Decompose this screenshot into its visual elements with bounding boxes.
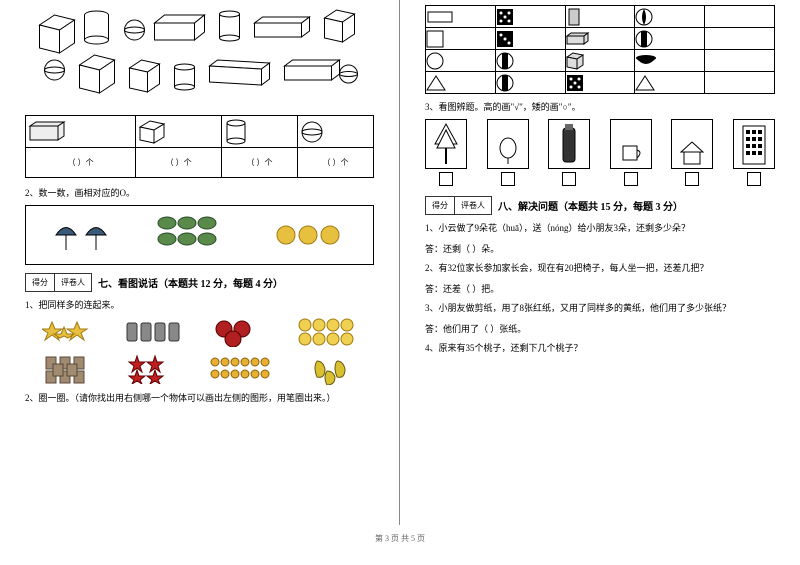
- check-2[interactable]: [501, 172, 515, 186]
- problem-2: 2、有32位家长参加家长会，现在有20把椅子，每人坐一把，还差几把？: [425, 261, 775, 274]
- left-column: （ ）个 （ ）个 （ ）个 （ ）个 2、数一数，画相对应的O。: [0, 0, 400, 525]
- section-7-title: 七、看图说话（本题共 12 分，每题 4 分）: [98, 275, 283, 290]
- check-3[interactable]: [562, 172, 576, 186]
- score-label-8: 得分: [426, 197, 455, 214]
- question-7-2: 2、圈一圈。（请你找出用右侧哪一个物体可以画出左侧的图形，用笔圈出来。）: [25, 391, 374, 404]
- count-cell-1[interactable]: （ ）个: [26, 148, 136, 178]
- right-column: 3、看图辨题。高的画"√"，矮的画"○"。: [400, 0, 800, 525]
- reviewer-label: 评卷人: [55, 274, 91, 291]
- house: [671, 119, 713, 169]
- problem-3: 3、小朋友做剪纸，用了8张红纸，又用了同样多的黄纸，他们用了多少张纸？: [425, 301, 775, 314]
- check-4[interactable]: [624, 172, 638, 186]
- shape-match-table: [425, 5, 775, 94]
- answer-1[interactable]: 答：还剩（ ）朵。: [425, 242, 775, 255]
- section-8-title: 八、解决问题（本题共 15 分，每题 3 分）: [498, 198, 683, 213]
- tall-short-row: [425, 119, 775, 186]
- match-row-bottom: [25, 353, 374, 385]
- answer-2[interactable]: 答：还差（ ）把。: [425, 282, 775, 295]
- reviewer-label-8: 评卷人: [455, 197, 491, 214]
- answer-3[interactable]: 答：他们用了（ ）张纸。: [425, 322, 775, 335]
- count-cell-2[interactable]: （ ）个: [136, 148, 222, 178]
- question-7-1: 1、把同样多的连起来。: [25, 298, 374, 311]
- count-cell-4[interactable]: （ ）个: [298, 148, 374, 178]
- score-row-7: 得分 评卷人 七、看图说话（本题共 12 分，每题 4 分）: [25, 273, 374, 292]
- check-5[interactable]: [685, 172, 699, 186]
- count-cell-3[interactable]: （ ）个: [222, 148, 298, 178]
- score-label: 得分: [26, 274, 55, 291]
- cup: [610, 119, 652, 169]
- check-1[interactable]: [439, 172, 453, 186]
- problem-1: 1、小云做了9朵花（huā），送（nóng）给小朋友3朵，还剩多少朵？: [425, 221, 775, 234]
- problem-4: 4、原来有35个桃子，还剩下几个桃子？: [425, 341, 775, 354]
- tree-tall: [425, 119, 467, 169]
- tree-short: [487, 119, 529, 169]
- thermos: [548, 119, 590, 169]
- score-row-8: 得分 评卷人 八、解决问题（本题共 15 分，每题 3 分）: [425, 196, 775, 215]
- shapes-illustration: [25, 5, 374, 110]
- shape-count-table: （ ）个 （ ）个 （ ）个 （ ）个: [25, 115, 374, 178]
- page-footer: 第 3 页 共 5 页: [0, 533, 800, 544]
- match-row-top: [25, 317, 374, 347]
- question-2: 2、数一数，画相对应的O。: [25, 186, 374, 199]
- count-objects-row: [25, 205, 374, 265]
- building: [733, 119, 775, 169]
- question-3: 3、看图辨题。高的画"√"，矮的画"○"。: [425, 100, 775, 113]
- check-6[interactable]: [747, 172, 761, 186]
